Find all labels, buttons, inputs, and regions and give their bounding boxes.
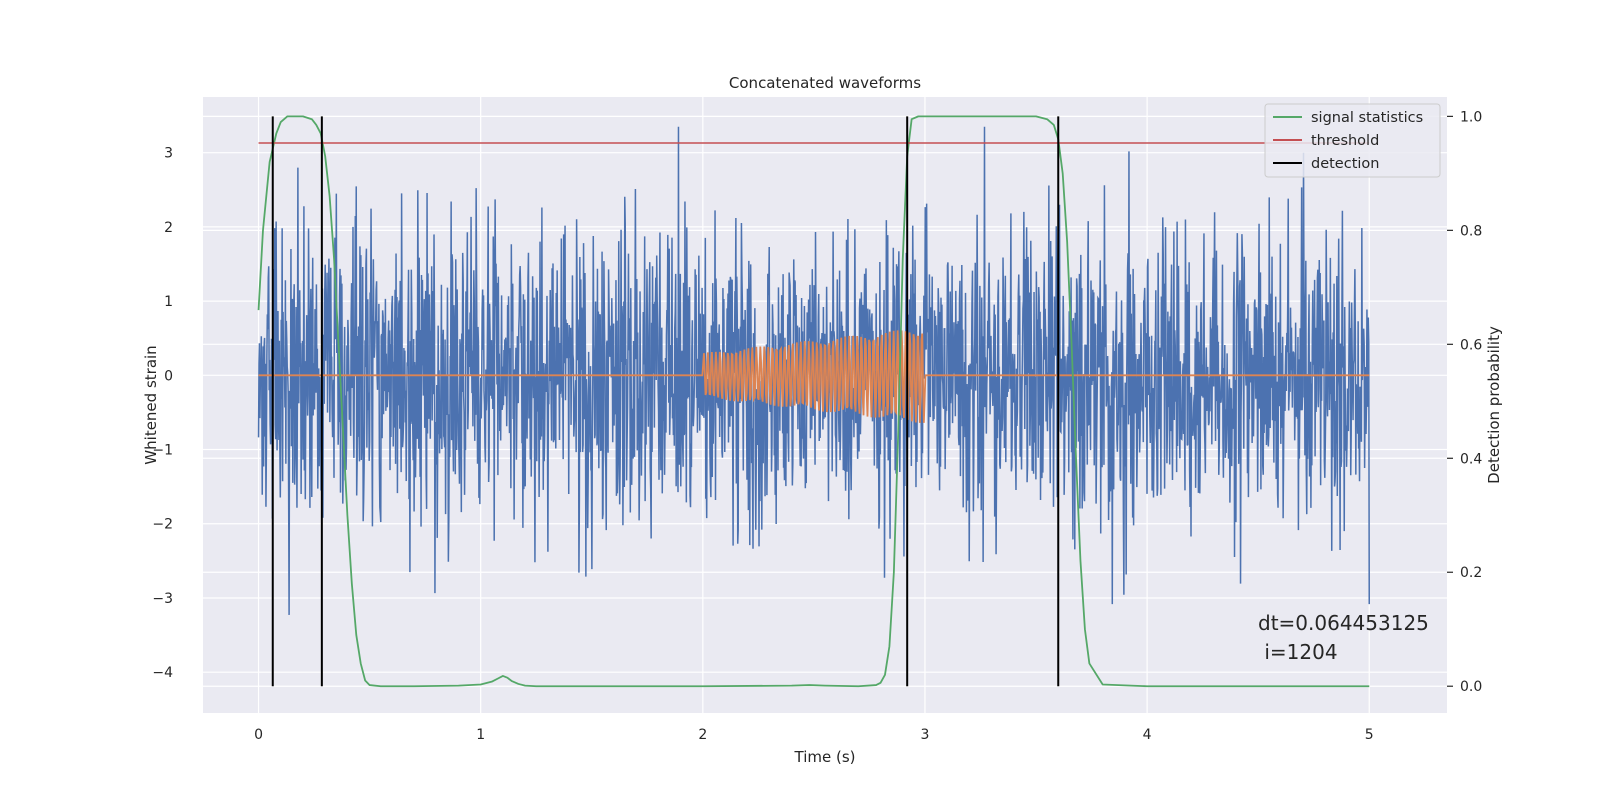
y-tick-label: 2: [164, 220, 173, 236]
y-axis-label: Whitened strain: [142, 345, 160, 464]
y-tick-label: −4: [152, 665, 173, 681]
x-tick-label: 3: [921, 727, 930, 743]
chirp-signal-line: [258, 330, 1370, 423]
x-tick-label: 2: [698, 727, 707, 743]
chart-title: Concatenated waveforms: [729, 74, 921, 92]
y2-tick-label: 0.0: [1460, 679, 1482, 695]
legend-label: signal statistics: [1311, 110, 1423, 126]
annotation-line: i=1204: [1258, 640, 1338, 664]
x-tick-label: 1: [476, 727, 485, 743]
annotation-line: dt=0.064453125: [1258, 611, 1429, 635]
legend-label: detection: [1311, 156, 1379, 172]
x-axis-label: Time (s): [794, 748, 856, 766]
legend: signal statistics threshold detection: [1264, 103, 1441, 178]
y-tick-label: 1: [164, 294, 173, 310]
x-tick-label: 0: [254, 727, 263, 743]
y2-tick-label: 0.2: [1460, 565, 1482, 581]
y-tick-label: −3: [152, 591, 173, 607]
plot-lines: [257, 115, 1370, 688]
annotation: dt=0.064453125 i=1204: [1258, 611, 1429, 664]
x-tick-label: 5: [1365, 727, 1374, 743]
y2-tick-label: 1.0: [1460, 109, 1482, 125]
y-tick-label: 3: [164, 146, 173, 162]
x-tick-label: 4: [1143, 727, 1152, 743]
y2-tick-label: 0.4: [1460, 451, 1482, 467]
y-tick-label: −1: [152, 443, 173, 459]
y2-tick-label: 0.8: [1460, 223, 1482, 239]
y2-tick-label: 0.6: [1460, 337, 1482, 353]
y-tick-label: −2: [152, 517, 173, 533]
axis-ticks: 0 1 2 3 4 5 −4 −3 −2 −1 0 1 2 3 0.0 0.2 0.4 0.6 0.8 1.0: [152, 109, 1482, 743]
legend-label: threshold: [1311, 133, 1379, 149]
y2-axis-label: Detection probability: [1485, 326, 1503, 484]
legend-box: [1264, 103, 1441, 178]
y-tick-label: 0: [164, 368, 173, 384]
noise-strain-line: [257, 126, 1370, 615]
